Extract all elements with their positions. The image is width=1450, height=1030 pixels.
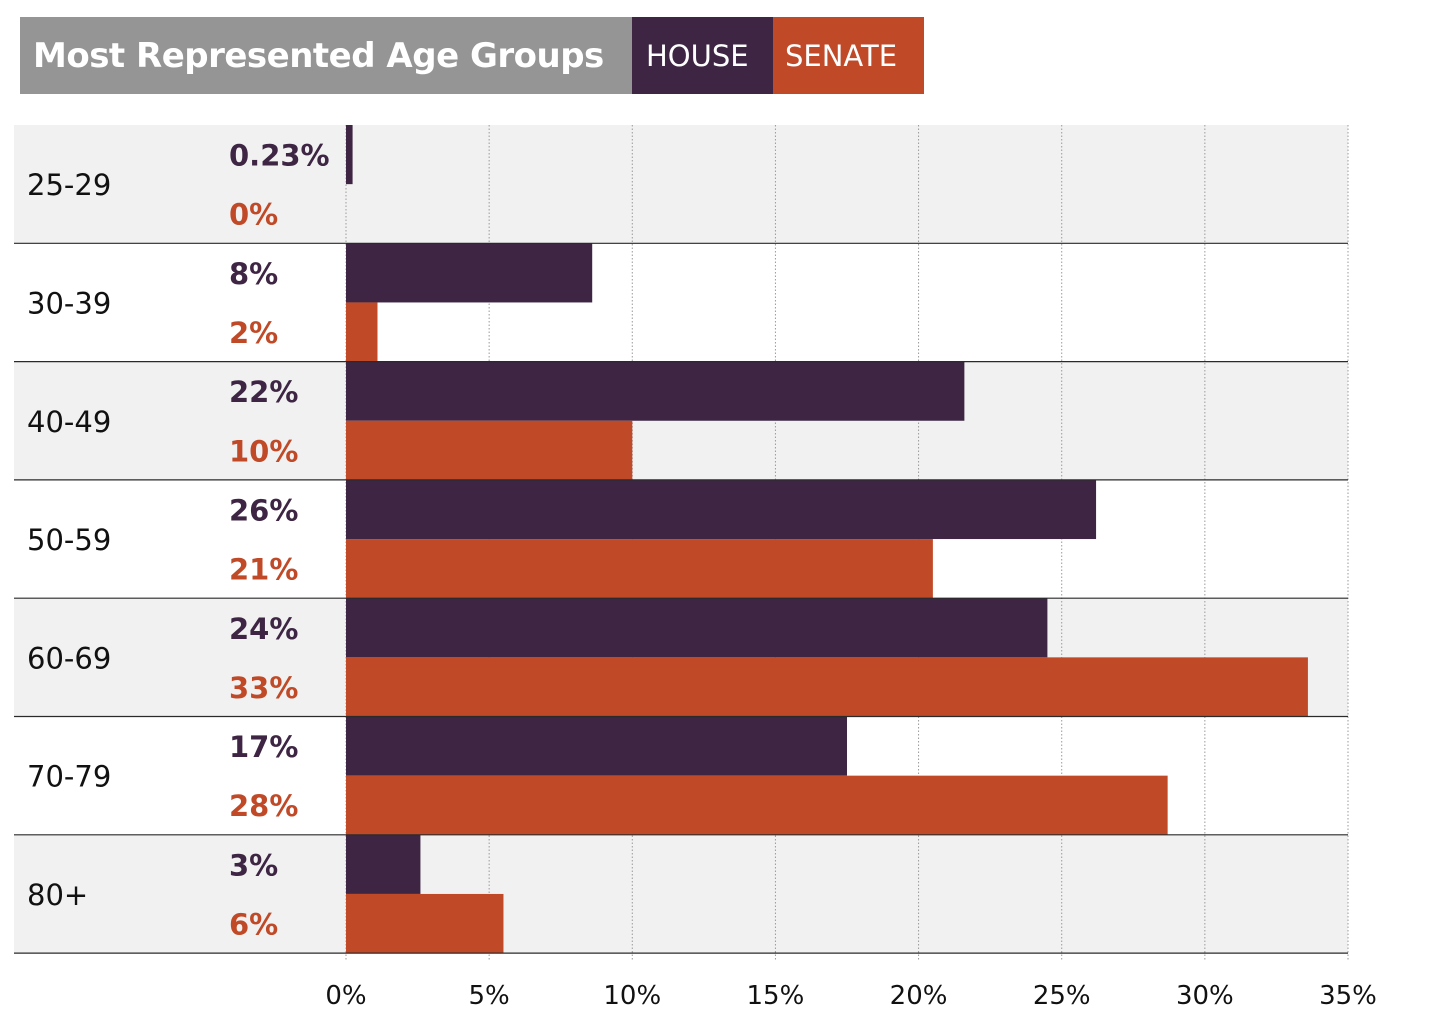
bar-house-80+ [346, 834, 421, 894]
value-label-senate: 6% [229, 908, 278, 942]
row-background [14, 834, 1348, 954]
value-label-senate: 0% [229, 198, 278, 232]
bar-house-25-29 [346, 125, 353, 185]
value-label-house: 26% [229, 493, 298, 527]
bar-senate-40-49 [346, 420, 633, 480]
x-tick-label: 25% [1033, 981, 1091, 1011]
category-label: 25-29 [27, 168, 111, 202]
bar-senate-50-59 [346, 539, 933, 599]
x-tick-label: 35% [1319, 981, 1377, 1011]
category-label: 40-49 [27, 405, 111, 439]
value-label-house: 8% [229, 257, 278, 291]
bar-senate-70-79 [346, 775, 1168, 835]
value-label-senate: 2% [229, 316, 278, 350]
value-label-senate: 28% [229, 789, 298, 823]
x-tick-label: 15% [747, 981, 805, 1011]
bar-house-50-59 [346, 479, 1097, 540]
category-label: 50-59 [27, 523, 111, 557]
legend-house: HOUSE [632, 17, 773, 94]
chart-header: Most Represented Age Groups HOUSE SENATE [20, 17, 924, 94]
value-label-house: 0.23% [229, 139, 330, 173]
x-tick-label: 20% [890, 981, 948, 1011]
category-label: 80+ [27, 878, 88, 912]
row-background [14, 125, 1348, 244]
bar-house-70-79 [346, 716, 847, 776]
category-label: 30-39 [27, 286, 111, 320]
category-label: 70-79 [27, 760, 111, 794]
x-tick-label: 30% [1176, 981, 1234, 1011]
value-label-house: 24% [229, 612, 298, 646]
bar-senate-80+ [346, 893, 504, 954]
x-tick-label: 5% [469, 981, 510, 1011]
bar-house-60-69 [346, 598, 1048, 658]
value-label-senate: 33% [229, 671, 298, 705]
value-label-house: 22% [229, 375, 298, 409]
value-label-senate: 10% [229, 434, 298, 468]
bar-house-40-49 [346, 361, 965, 421]
legend-senate: SENATE [773, 17, 924, 94]
value-label-senate: 21% [229, 553, 298, 587]
chart-title: Most Represented Age Groups [20, 17, 632, 94]
x-tick-label: 0% [325, 981, 366, 1011]
category-label: 60-69 [27, 641, 111, 675]
bar-house-30-39 [346, 243, 593, 303]
bar-senate-30-39 [346, 302, 378, 362]
value-label-house: 3% [229, 848, 278, 882]
bar-senate-60-69 [346, 657, 1308, 717]
value-label-house: 17% [229, 730, 298, 764]
x-tick-label: 10% [603, 981, 661, 1011]
